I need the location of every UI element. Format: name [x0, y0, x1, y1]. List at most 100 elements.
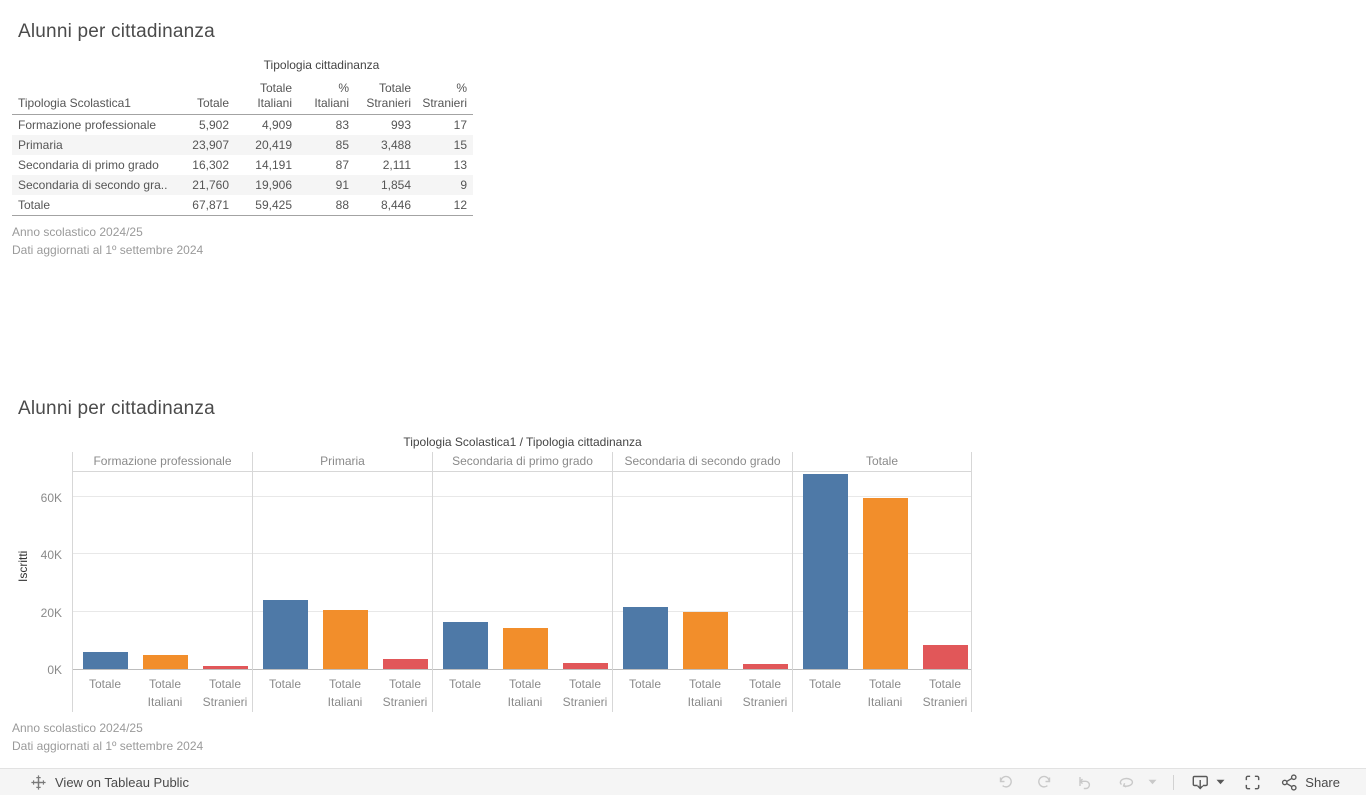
y-tick-label: 60K: [40, 491, 62, 505]
panel-plot: [73, 472, 252, 670]
chart-note-school-year: Anno scolastico 2024/25: [12, 721, 143, 735]
table-cell[interactable]: 3,488: [380, 138, 411, 152]
view-on-tableau-public-label: View on Tableau Public: [55, 774, 189, 790]
bar[interactable]: [503, 628, 548, 669]
y-axis-ticks: 0K 20K 40K 60K: [30, 472, 62, 677]
bar[interactable]: [863, 498, 908, 669]
table-row: Secondaria di primo grado 16,302 14,191 87 2…: [12, 155, 473, 175]
x-axis-label: Totale Stranieri: [562, 677, 608, 709]
table-cell[interactable]: 4,909: [261, 118, 292, 132]
tableau-logo-icon: [30, 774, 47, 791]
panel-plot: [253, 472, 432, 670]
bar[interactable]: [743, 664, 788, 669]
chart-header: Tipologia Scolastica1 / Tipologia cittad…: [403, 435, 642, 449]
table-cell[interactable]: 85: [335, 138, 349, 152]
row-label[interactable]: Primaria: [18, 138, 63, 152]
bar[interactable]: [623, 607, 668, 669]
table-cell[interactable]: 14,191: [255, 158, 292, 172]
table-header-row: Tipologia Scolastica1 Totale Totale Italian…: [12, 80, 473, 115]
gridline: [433, 611, 612, 612]
gridline: [73, 611, 252, 612]
share-button[interactable]: Share: [1280, 773, 1340, 792]
redo-icon[interactable]: [1036, 773, 1054, 791]
table-cell[interactable]: 13: [453, 158, 467, 172]
tableau-toolbar: View on Tableau Public: [0, 768, 1366, 795]
bar[interactable]: [383, 659, 428, 669]
table-cell[interactable]: 19,906: [255, 178, 292, 192]
gridline: [793, 496, 971, 497]
bar[interactable]: [83, 652, 128, 669]
share-icon: [1280, 773, 1299, 792]
table-cell[interactable]: 993: [390, 118, 411, 132]
row-label[interactable]: Formazione professionale: [18, 118, 157, 132]
bar[interactable]: [323, 610, 368, 669]
bar[interactable]: [803, 474, 848, 669]
revert-icon[interactable]: [1076, 773, 1094, 791]
toolbar-separator: [1173, 774, 1175, 790]
x-axis-label: Totale Stranieri: [922, 677, 968, 709]
chart-panel: Primaria Totale Totale Italiani Totale Strani…: [252, 452, 432, 712]
table-cell[interactable]: 8,446: [380, 198, 411, 212]
bar[interactable]: [683, 612, 728, 669]
row-label[interactable]: Secondaria di secondo gra..: [18, 178, 168, 192]
table-cell[interactable]: 21,760: [192, 178, 229, 192]
gridline: [253, 496, 432, 497]
table-cell[interactable]: 12: [453, 198, 467, 212]
gridline: [253, 553, 432, 554]
table-cell[interactable]: 9: [460, 178, 467, 192]
x-axis-label: Totale: [808, 677, 842, 691]
column-header: % Italiani: [314, 81, 349, 110]
panel-header: Primaria: [253, 452, 432, 472]
chart-panel: Totale Totale Totale Italiani Totale Stranier…: [792, 452, 972, 712]
bar-chart-panels: Formazione professionale Totale Totale Ital…: [72, 452, 972, 712]
table-cell[interactable]: 67,871: [192, 198, 229, 212]
table-cell[interactable]: 16,302: [192, 158, 229, 172]
table-cell[interactable]: 1,854: [380, 178, 411, 192]
bar[interactable]: [263, 600, 308, 669]
view-on-tableau-public-button[interactable]: View on Tableau Public: [30, 774, 189, 791]
table-cell[interactable]: 88: [335, 198, 349, 212]
panel-x-labels: Totale Totale Italiani Totale Stranieri: [253, 670, 432, 712]
row-label[interactable]: Secondaria di primo grado: [18, 158, 159, 172]
table-cell[interactable]: 2,111: [382, 158, 411, 172]
table-cell[interactable]: 91: [335, 178, 349, 192]
gridline: [433, 553, 612, 554]
fullscreen-icon[interactable]: [1243, 773, 1262, 792]
panel-header: Totale: [793, 452, 971, 472]
undo-icon[interactable]: [996, 773, 1014, 791]
column-header: % Stranieri: [422, 81, 467, 110]
column-header: Totale Stranieri: [366, 81, 411, 110]
row-label[interactable]: Totale: [18, 198, 51, 212]
refresh-icon[interactable]: [1116, 773, 1136, 791]
download-caret-icon[interactable]: [1216, 779, 1225, 785]
bar[interactable]: [563, 663, 608, 669]
x-axis-label: Totale: [88, 677, 122, 691]
table-cell[interactable]: 83: [335, 118, 349, 132]
gridline: [613, 553, 792, 554]
x-axis-label: Totale: [628, 677, 662, 691]
table-cell[interactable]: 87: [335, 158, 349, 172]
bar[interactable]: [143, 655, 188, 669]
x-axis-label: Totale Stranieri: [742, 677, 788, 709]
download-icon[interactable]: [1190, 773, 1211, 792]
chart-panel: Formazione professionale Totale Totale Ital…: [72, 452, 252, 712]
share-label: Share: [1305, 774, 1340, 790]
gridline: [613, 496, 792, 497]
bar[interactable]: [923, 645, 968, 669]
table-note-updated: Dati aggiornati al 1º settembre 2024: [12, 243, 204, 257]
table-cell[interactable]: 17: [453, 118, 467, 132]
bar[interactable]: [203, 666, 248, 669]
table-cell[interactable]: 15: [453, 138, 467, 152]
refresh-caret-icon[interactable]: [1148, 779, 1157, 785]
chart-view-title: Alunni per cittadinanza: [18, 398, 215, 419]
table-cell[interactable]: 20,419: [255, 138, 292, 152]
y-axis-label: Iscritti: [16, 550, 30, 582]
table-cell[interactable]: 59,425: [255, 198, 292, 212]
x-axis-label: Totale Italiani: [327, 677, 363, 709]
bar[interactable]: [443, 622, 488, 669]
table-body: Formazione professionale 5,902 4,909 83 993 1…: [12, 115, 473, 216]
table-cell[interactable]: 23,907: [192, 138, 229, 152]
column-header: Totale: [196, 96, 229, 110]
table-cell[interactable]: 5,902: [198, 118, 229, 132]
y-tick-label: 40K: [40, 548, 62, 562]
